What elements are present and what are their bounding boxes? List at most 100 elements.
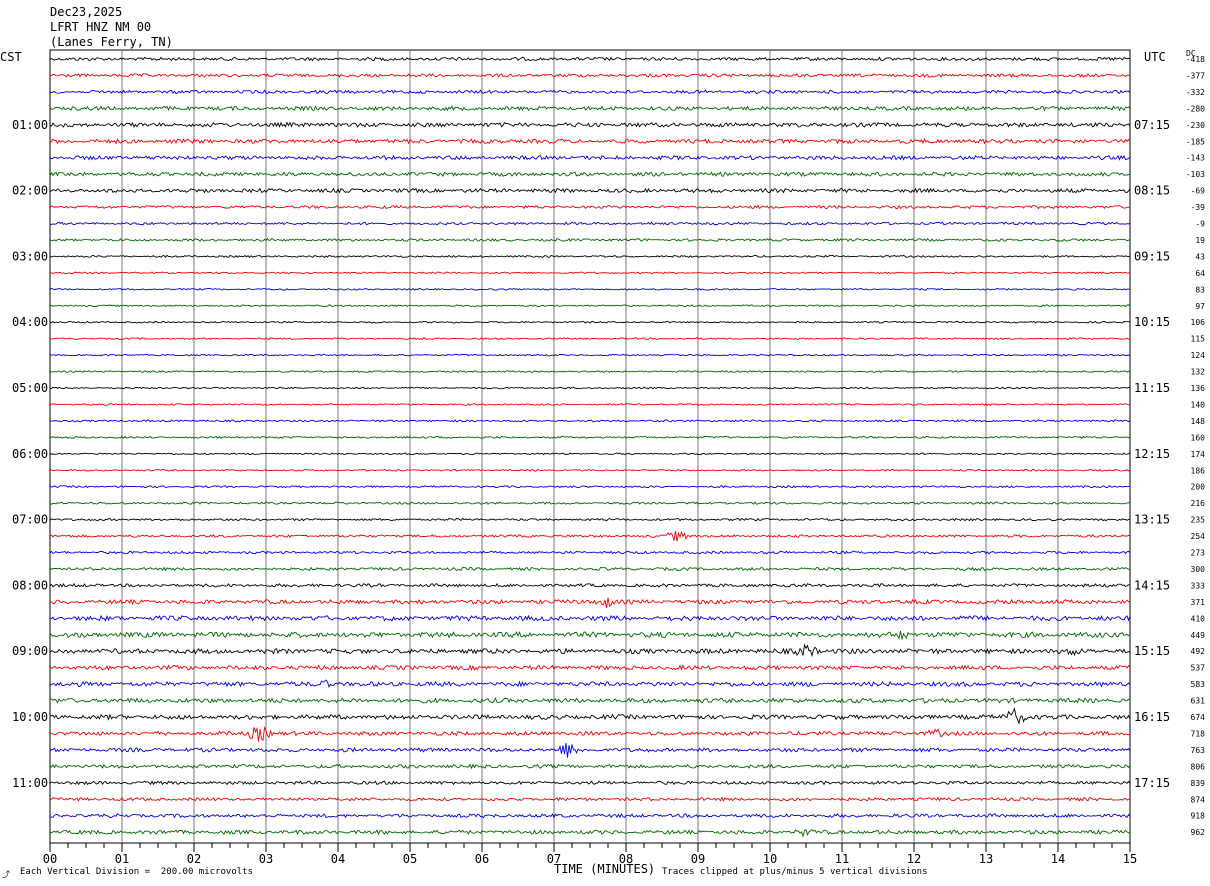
dc-offset-label: 410 bbox=[1191, 614, 1206, 623]
trace-line bbox=[49, 707, 1131, 725]
left-hour-label: 01:00 bbox=[12, 118, 48, 132]
trace-line bbox=[49, 171, 1131, 178]
right-hour-label: 09:15 bbox=[1134, 249, 1170, 263]
time-labels: 01:00 02:00 03:00 04:00 05:00 06:00 07:00 08:00… bbox=[12, 118, 1170, 790]
dc-offset-label: 492 bbox=[1191, 647, 1206, 656]
right-zone-label: UTC bbox=[1144, 50, 1166, 64]
trace-line bbox=[49, 550, 1131, 555]
trace-line bbox=[49, 725, 1131, 742]
dc-offset-label: 962 bbox=[1191, 828, 1206, 837]
plot-frame bbox=[49, 49, 1131, 844]
dc-offset-label: -377 bbox=[1186, 71, 1205, 80]
dc-offset-labels: -418 -377 -332 -280 -230 -185 -143 -103 -69 -39 -9… bbox=[1186, 55, 1205, 837]
dc-offset-label: 43 bbox=[1195, 252, 1205, 261]
dc-offset-label: 537 bbox=[1191, 664, 1206, 673]
dc-offset-label: 140 bbox=[1191, 400, 1206, 409]
right-hour-label: 14:15 bbox=[1134, 578, 1170, 592]
dc-offset-label: 918 bbox=[1191, 812, 1206, 821]
x-tick-label: 05 bbox=[403, 852, 417, 866]
left-hour-label: 05:00 bbox=[12, 381, 48, 395]
trace-line bbox=[49, 435, 1131, 439]
x-tick-label: 09 bbox=[691, 852, 705, 866]
scale-note: Each Vertical Division = 200.00 microvol… bbox=[20, 867, 253, 877]
trace-line bbox=[49, 614, 1131, 622]
x-tick-label: 12 bbox=[907, 852, 921, 866]
trace-line bbox=[49, 452, 1131, 456]
dc-offset-label: -69 bbox=[1191, 187, 1206, 196]
x-tick-label: 00 bbox=[43, 852, 57, 866]
dc-offset-label: 115 bbox=[1191, 335, 1206, 344]
x-tick-label: 08 bbox=[619, 852, 633, 866]
x-tick-label: 06 bbox=[475, 852, 489, 866]
trace-line bbox=[49, 763, 1131, 770]
trace-line bbox=[49, 643, 1131, 658]
trace-line bbox=[49, 630, 1131, 640]
trace-line bbox=[49, 154, 1131, 161]
dc-offset-label: 148 bbox=[1191, 417, 1206, 426]
trace-line bbox=[49, 370, 1131, 373]
trace-line bbox=[49, 517, 1131, 522]
dc-offset-label: -185 bbox=[1186, 137, 1205, 146]
right-hour-label: 15:15 bbox=[1134, 644, 1170, 658]
header-date: Dec23,2025 bbox=[50, 5, 123, 19]
trace-line bbox=[49, 485, 1131, 489]
dc-offset-label: 124 bbox=[1191, 351, 1206, 360]
trace-line bbox=[49, 353, 1131, 357]
trace-line bbox=[49, 287, 1131, 291]
trace-line bbox=[49, 566, 1131, 572]
dc-offset-label: 106 bbox=[1191, 318, 1206, 327]
trace-line bbox=[49, 105, 1131, 112]
dc-offset-label: 64 bbox=[1195, 269, 1205, 278]
header-location: (Lanes Ferry, TN) bbox=[50, 35, 173, 49]
dc-offset-label: 19 bbox=[1195, 236, 1205, 245]
dc-offset-label: 174 bbox=[1191, 450, 1206, 459]
left-hour-label: 07:00 bbox=[12, 513, 48, 527]
dc-offset-label: 136 bbox=[1191, 384, 1206, 393]
clip-note: Traces clipped at plus/minus 5 vertical … bbox=[662, 867, 928, 877]
trace-line bbox=[49, 138, 1131, 145]
dc-offset-label: -280 bbox=[1186, 104, 1205, 113]
header-station: LFRT HNZ NM 00 bbox=[50, 20, 152, 34]
dc-offset-label: 235 bbox=[1191, 516, 1206, 525]
x-tick-label: 11 bbox=[835, 852, 849, 866]
dc-offset-label: -143 bbox=[1186, 154, 1205, 163]
dc-offset-label: 631 bbox=[1191, 697, 1206, 706]
dc-offset-label: 186 bbox=[1191, 466, 1206, 475]
trace-line bbox=[49, 829, 1131, 838]
left-hour-label: 02:00 bbox=[12, 184, 48, 198]
trace-line bbox=[49, 221, 1131, 226]
trace-line bbox=[49, 237, 1131, 242]
dc-offset-label: 216 bbox=[1191, 499, 1206, 508]
left-zone-label: CST bbox=[0, 50, 22, 64]
x-tick-label: 13 bbox=[979, 852, 993, 866]
trace-line bbox=[49, 337, 1131, 341]
trace-line bbox=[49, 530, 1131, 542]
dc-offset-label: 200 bbox=[1191, 483, 1206, 492]
dc-offset-label: 763 bbox=[1191, 746, 1206, 755]
dc-offset-label: 583 bbox=[1191, 680, 1206, 689]
right-hour-label: 10:15 bbox=[1134, 315, 1170, 329]
right-hour-label: 17:15 bbox=[1134, 776, 1170, 790]
x-axis: 00 01 02 03 04 05 06 07 08 09 10 11 12 13 14 15 bbox=[43, 843, 1137, 866]
trace-line bbox=[49, 56, 1131, 62]
trace-line bbox=[49, 386, 1131, 390]
dc-offset-label: 132 bbox=[1191, 368, 1206, 377]
trace-line bbox=[49, 742, 1131, 758]
trace-line bbox=[49, 468, 1131, 472]
trace-line bbox=[49, 501, 1131, 505]
x-tick-label: 14 bbox=[1051, 852, 1065, 866]
dc-offset-label: -103 bbox=[1186, 170, 1205, 179]
trace-line bbox=[49, 697, 1131, 704]
left-hour-label: 10:00 bbox=[12, 710, 48, 724]
x-tick-label: 15 bbox=[1123, 852, 1137, 866]
trace-line bbox=[49, 812, 1131, 819]
trace-line bbox=[50, 664, 1131, 671]
dc-offset-label: -9 bbox=[1195, 220, 1205, 229]
right-hour-label: 16:15 bbox=[1134, 710, 1170, 724]
trace-line bbox=[49, 320, 1131, 324]
dc-offset-label: 674 bbox=[1191, 713, 1206, 722]
trace-line bbox=[49, 780, 1131, 786]
dc-offset-label: 449 bbox=[1191, 631, 1206, 640]
x-tick-label: 10 bbox=[763, 852, 777, 866]
